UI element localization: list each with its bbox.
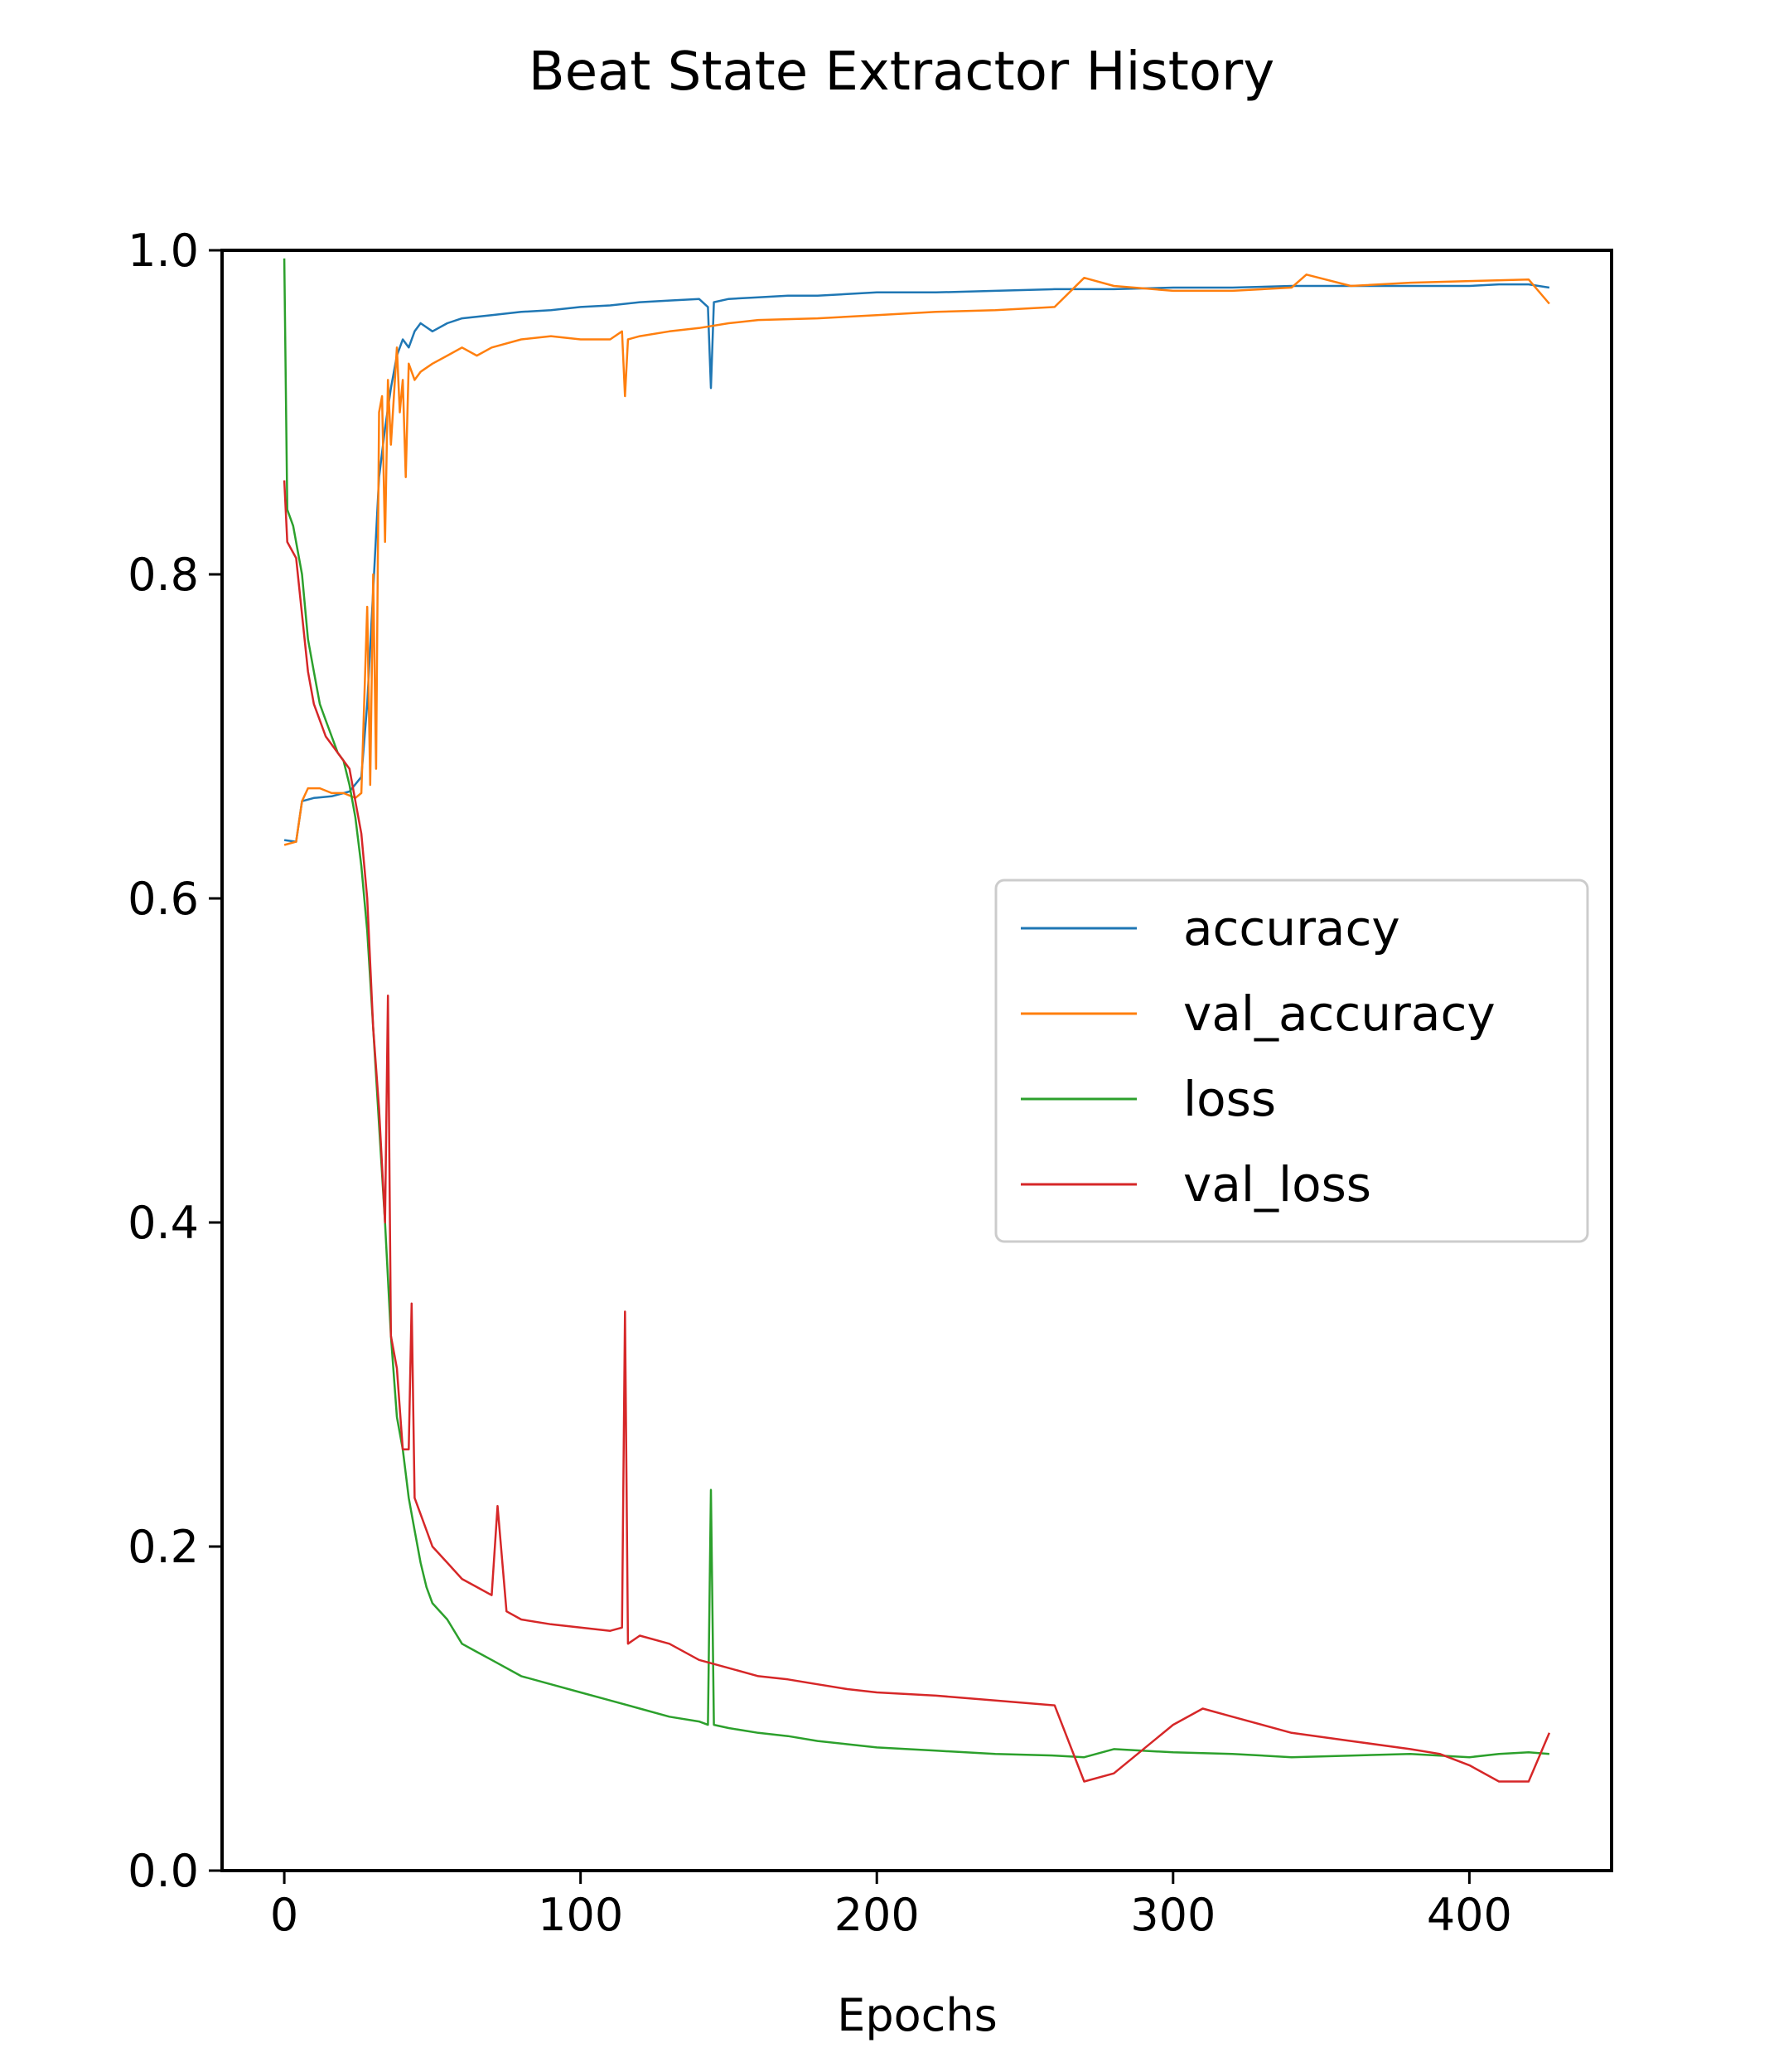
y-tick-label: 0.8: [128, 549, 199, 601]
legend-label-val-accuracy: val_accuracy: [1183, 985, 1496, 1042]
legend-box: [994, 879, 1589, 1243]
y-tick-label: 0.0: [128, 1845, 199, 1897]
y-tick-label: 1.0: [128, 225, 199, 277]
x-tick-label: 100: [538, 1889, 623, 1941]
legend-label-val-loss: val_loss: [1183, 1156, 1371, 1213]
x-tick-label: 300: [1130, 1889, 1216, 1941]
x-tick-label: 0: [270, 1889, 298, 1941]
x-axis-label: Epochs: [837, 1989, 997, 2041]
series-layer: [283, 258, 1551, 1783]
x-axis: 0 100 200 300 400: [270, 1871, 1512, 1941]
y-tick-label: 0.4: [128, 1197, 199, 1249]
y-tick-label: 0.2: [128, 1521, 199, 1573]
legend-label-loss: loss: [1183, 1071, 1276, 1127]
x-tick-label: 400: [1427, 1889, 1512, 1941]
y-tick-label: 0.6: [128, 873, 199, 925]
legend-label-accuracy: accuracy: [1183, 900, 1400, 956]
series-line-accuracy: [283, 283, 1550, 843]
series-line-val-accuracy: [283, 274, 1550, 846]
plot-area-frame: [220, 249, 1613, 1872]
chart-title: Beat State Extractor History: [529, 41, 1274, 103]
x-tick-label: 200: [834, 1889, 920, 1941]
y-axis: 0.0 0.2 0.4 0.6 0.8 1.0: [128, 225, 222, 1897]
series-line-val-loss: [283, 480, 1551, 1783]
